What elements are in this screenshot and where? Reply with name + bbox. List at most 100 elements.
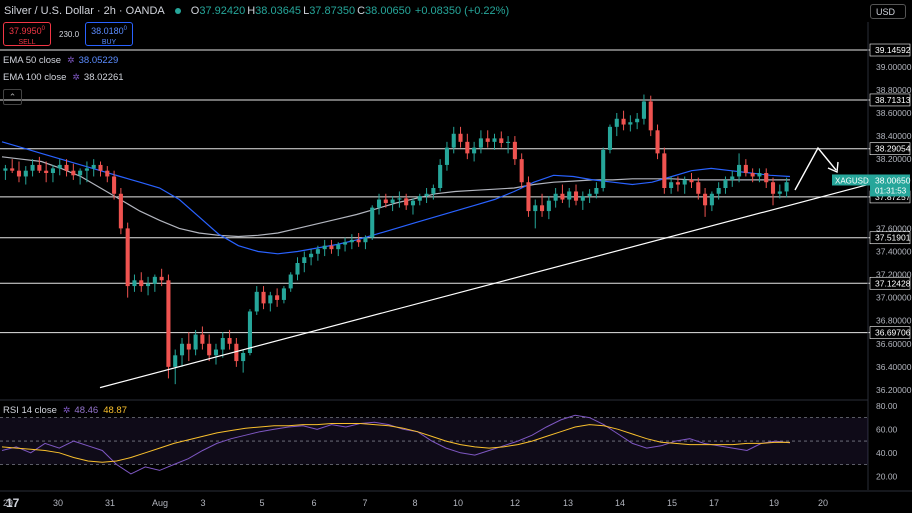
candle — [363, 235, 368, 250]
candle — [635, 113, 640, 130]
candle-body — [268, 295, 273, 304]
candle-body — [492, 138, 497, 142]
projection-arrowhead — [827, 161, 839, 174]
candle-body — [315, 249, 320, 254]
candle — [309, 249, 314, 266]
candle-body — [78, 170, 83, 176]
candle-body — [288, 274, 293, 289]
candle-body — [30, 164, 35, 171]
candle — [57, 159, 62, 176]
time-tick-label: 10 — [453, 498, 463, 508]
low-value: 37.87350 — [309, 5, 356, 17]
candle — [764, 168, 769, 188]
candle — [397, 191, 402, 208]
ema100-legend[interactable]: EMA 100 close ✲ 38.02261 — [3, 72, 124, 83]
symbol-tag-box — [832, 174, 870, 186]
candle-body — [50, 168, 55, 173]
price-tag-value: 38.00650 — [875, 175, 911, 185]
candle — [750, 168, 755, 183]
candle-body — [560, 193, 565, 200]
collapse-legend-button[interactable]: ⌃ — [3, 89, 22, 105]
time-axis: 29 30 31 Aug 3 5 6 7 8 10 12 13 14 15 17 19 20 — [0, 490, 912, 508]
candle — [376, 193, 382, 215]
candle-body — [499, 138, 504, 143]
rsi-ma-value: 48.87 — [103, 405, 127, 416]
candle — [10, 159, 15, 173]
candle-body — [655, 130, 660, 154]
candle-body — [431, 188, 436, 194]
time-tick-label: 3 — [200, 498, 205, 508]
price-tick-label: 38.60000 — [876, 108, 912, 118]
candle — [295, 257, 300, 281]
candle-body — [91, 164, 96, 169]
candle-body — [118, 193, 123, 229]
candle — [315, 245, 320, 261]
candle-body — [397, 198, 402, 200]
candle-body — [607, 126, 613, 150]
candle-body — [424, 193, 429, 197]
candle — [159, 268, 164, 287]
candle-body — [84, 168, 89, 171]
buy-button[interactable]: 38.01800 BUY — [85, 22, 134, 46]
price-tick-label: 37.20000 — [876, 270, 912, 280]
candle — [770, 177, 776, 206]
trade-panel: 37.99500 SELL 230.0 38.01800 BUY — [3, 22, 134, 46]
time-tick-label: 7 — [362, 498, 367, 508]
candle-body — [417, 196, 422, 201]
candle-body — [512, 141, 517, 160]
rsi-legend[interactable]: RSI 14 close ✲ 48.46 48.87 — [3, 405, 127, 416]
candle — [132, 274, 137, 292]
candle — [580, 191, 585, 210]
candle-body — [709, 193, 714, 206]
ema50-value: 38.05229 — [78, 55, 119, 66]
candle-body — [179, 343, 185, 356]
candle — [220, 332, 225, 358]
candle-body — [621, 118, 626, 125]
candle-body — [363, 237, 368, 243]
symbol-tag-label: XAGUSD — [835, 176, 869, 185]
time-tick-label: 8 — [412, 498, 417, 508]
settings-icon[interactable]: ✲ — [62, 405, 71, 415]
candle — [519, 153, 524, 188]
candle — [390, 196, 395, 212]
candle — [567, 188, 572, 208]
candle-body — [200, 334, 205, 344]
rsi-pane — [0, 399, 868, 475]
buy-price: 38.0180 — [91, 26, 124, 36]
settings-icon[interactable]: ✲ — [72, 72, 80, 82]
candle-body — [336, 244, 341, 250]
candle-body — [390, 199, 395, 203]
settings-icon[interactable]: ✲ — [67, 55, 75, 65]
candle — [343, 237, 348, 252]
candle — [472, 141, 477, 162]
rsi-tick-label: 60.00 — [876, 424, 898, 434]
candle — [383, 193, 388, 208]
candle-body — [451, 133, 456, 148]
candle-body — [166, 280, 171, 367]
currency-selector[interactable]: USD — [870, 4, 906, 19]
candle-body — [193, 334, 198, 350]
candle-body — [112, 176, 117, 194]
sell-button[interactable]: 37.99500 SELL — [3, 22, 51, 46]
candle — [227, 329, 232, 350]
candle — [601, 147, 606, 192]
time-tick-label: 13 — [563, 498, 573, 508]
candle-body — [10, 168, 15, 171]
buy-price-sup: 0 — [123, 26, 127, 32]
candle — [648, 95, 653, 137]
candle — [37, 156, 42, 173]
candle — [16, 161, 22, 183]
level-label: 36.69706 — [875, 328, 911, 338]
candle-body — [105, 170, 110, 177]
candle — [105, 166, 110, 183]
candle — [499, 131, 504, 148]
price-tick-label: 38.40000 — [876, 131, 912, 141]
tradingview-logo[interactable]: 17 — [6, 496, 20, 510]
time-tick-label: 14 — [615, 498, 625, 508]
symbol-title[interactable]: Silver / U.S. Dollar · 2h · OANDA — [4, 5, 165, 17]
candle-body — [247, 311, 252, 353]
candle — [268, 291, 273, 312]
level-label: 38.71313 — [875, 95, 911, 105]
ema50-legend[interactable]: EMA 50 close ✲ 38.05229 — [3, 55, 118, 66]
